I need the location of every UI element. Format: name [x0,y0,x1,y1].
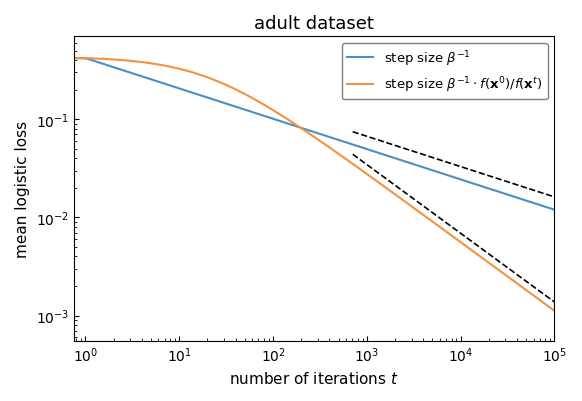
Y-axis label: mean logistic loss: mean logistic loss [15,121,30,257]
step size $\beta^{-1} \cdot f(\mathbf{x}^0)/f(\mathbf{x}^t)$ [244,94,251,99]
Title: adult dataset: adult dataset [254,15,374,33]
step size $\beta^{-1}$ [375,151,382,156]
step size $\beta^{-1}$ [452,176,459,181]
step size $\beta^{-1} \cdot f(\mathbf{x}^0)/f(\mathbf{x}^t)$ [427,218,434,223]
step size $\beta^{-1}$ [244,109,251,114]
step size $\beta^{-1} \cdot f(\mathbf{x}^0)/f(\mathbf{x}^t)$ [94,57,101,62]
step size $\beta^{-1} \cdot f(\mathbf{x}^0)/f(\mathbf{x}^t)$ [70,57,77,61]
step size $\beta^{-1}$ [94,61,101,65]
step size $\beta^{-1} \cdot f(\mathbf{x}^0)/f(\mathbf{x}^t)$ [375,181,382,186]
step size $\beta^{-1}$ [551,208,558,213]
step size $\beta^{-1} \cdot f(\mathbf{x}^0)/f(\mathbf{x}^t)$ [551,308,558,313]
step size $\beta^{-1} \cdot f(\mathbf{x}^0)/f(\mathbf{x}^t)$ [452,237,459,241]
step size $\beta^{-1} \cdot f(\mathbf{x}^0)/f(\mathbf{x}^t)$ [354,166,361,171]
step size $\beta^{-1}$ [70,57,77,61]
Legend: step size $\beta^{-1}$, step size $\beta^{-1} \cdot f(\mathbf{x}^0)/f(\mathbf{x}: step size $\beta^{-1}$, step size $\beta… [342,44,548,100]
X-axis label: number of iterations $t$: number of iterations $t$ [229,370,399,386]
step size $\beta^{-1}$ [427,168,434,172]
step size $\beta^{-1}$ [354,144,361,149]
Line: step size $\beta^{-1} \cdot f(\mathbf{x}^0)/f(\mathbf{x}^t)$: step size $\beta^{-1} \cdot f(\mathbf{x}… [74,59,555,311]
Line: step size $\beta^{-1}$: step size $\beta^{-1}$ [74,59,555,210]
